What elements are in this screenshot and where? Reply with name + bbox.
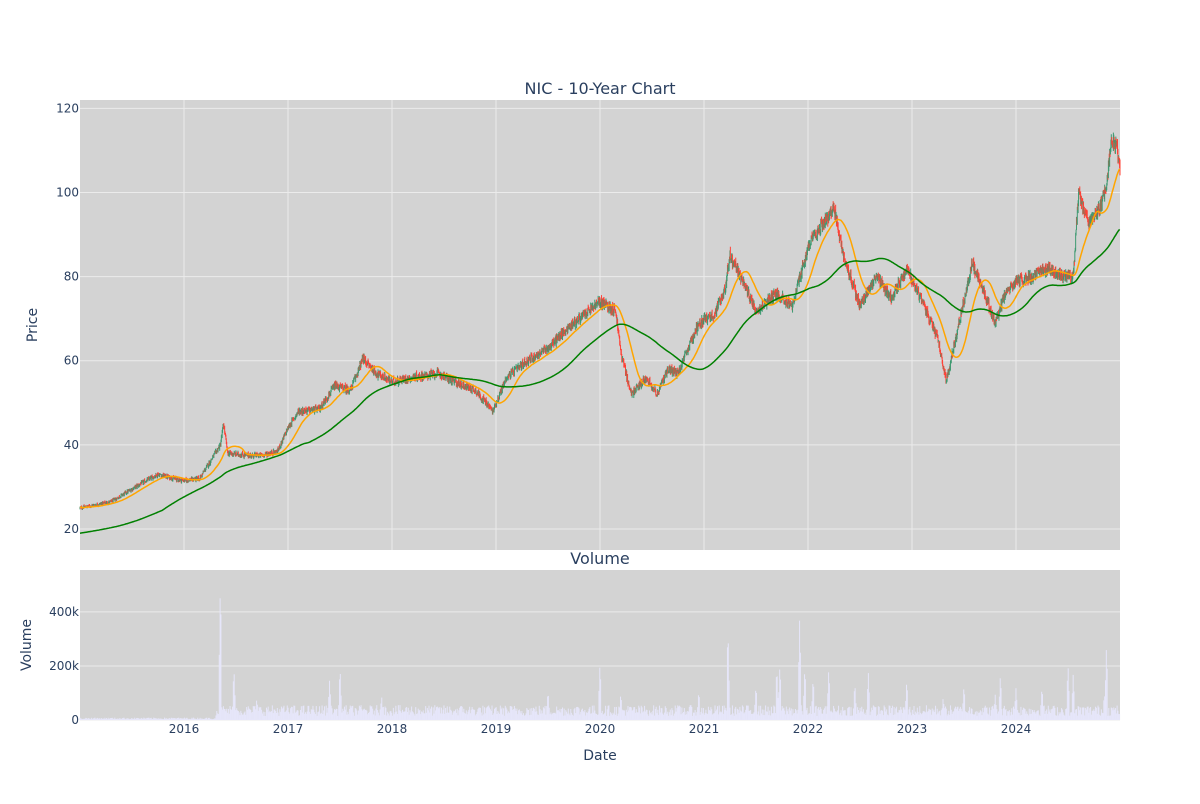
volume-axis-label: Volume — [19, 619, 35, 671]
volume-bars — [79, 598, 1121, 720]
price-y-tick-label: 120 — [56, 101, 79, 115]
price-panel: 20 40 60 80 100 120 — [56, 100, 1121, 550]
price-y-tick-labels: 20 40 60 80 100 120 — [56, 101, 79, 536]
volume-y-tick-label: 0 — [71, 713, 79, 727]
moving-average-lines — [79, 168, 1121, 534]
price-y-tick-label: 60 — [64, 354, 79, 368]
x-tick-label: 2016 — [169, 722, 200, 736]
chart-title: NIC - 10-Year Chart — [525, 79, 676, 98]
short-moving-average-line — [79, 168, 1121, 509]
price-y-tick-label: 40 — [64, 438, 79, 452]
candlesticks — [79, 132, 1121, 510]
x-tick-label: 2020 — [585, 722, 616, 736]
x-tick-label: 2017 — [273, 722, 304, 736]
x-tick-label: 2022 — [793, 722, 824, 736]
x-axis-label: Date — [583, 748, 616, 764]
volume-y-tick-label: 400k — [49, 605, 79, 619]
volume-y-tick-label: 200k — [49, 659, 79, 673]
volume-y-tick-labels: 0 200k 400k — [49, 605, 79, 727]
price-y-tick-label: 20 — [64, 522, 79, 536]
volume-panel-title: Volume — [570, 549, 630, 568]
x-tick-label: 2021 — [689, 722, 720, 736]
x-tick-label: 2018 — [377, 722, 408, 736]
price-axis-label: Price — [25, 308, 41, 342]
price-y-tick-label: 80 — [64, 270, 79, 284]
x-tick-labels: 2016 2017 2018 2019 2020 2021 2022 2023 2024 — [169, 722, 1032, 736]
long-moving-average-line — [79, 228, 1121, 534]
price-gridlines — [80, 100, 1120, 550]
x-tick-label: 2019 — [481, 722, 512, 736]
price-y-tick-label: 100 — [56, 186, 79, 200]
x-tick-label: 2024 — [1001, 722, 1032, 736]
volume-panel: 0 200k 400k — [49, 570, 1121, 727]
x-tick-label: 2023 — [897, 722, 928, 736]
